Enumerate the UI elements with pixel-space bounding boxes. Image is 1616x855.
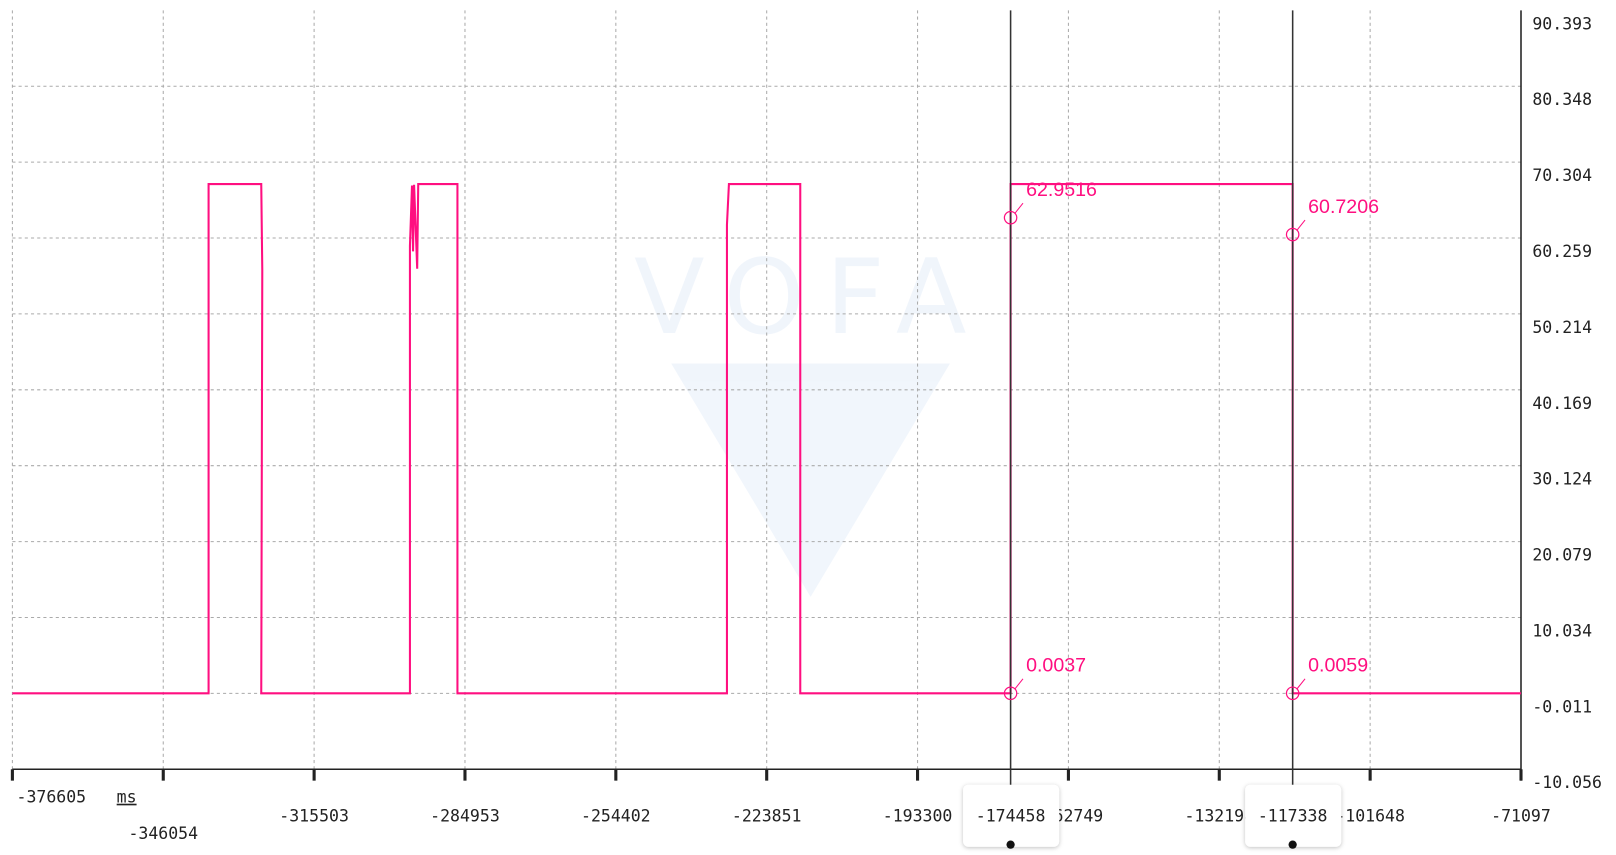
cursor-point — [1285, 227, 1300, 242]
x-tick-label: -193300 — [883, 806, 953, 825]
cursor-x-label: -117338 — [1258, 806, 1328, 825]
y-tick-label: 40.169 — [1532, 394, 1592, 413]
series-line — [12, 183, 1522, 695]
x-tick-label: -101648 — [1335, 806, 1405, 825]
cursor-readout: 62.9516 — [1026, 179, 1097, 201]
cursor-readout: 0.0037 — [1026, 655, 1086, 677]
y-tick-label: 70.304 — [1532, 166, 1592, 185]
cursor-box — [963, 784, 1060, 847]
x-tick-label: -223851 — [732, 806, 802, 825]
y-tick-label: 50.214 — [1532, 318, 1592, 337]
x-unit: ms — [117, 788, 137, 807]
x-tick-label: -346054 — [128, 824, 198, 843]
x-tick-label: -376605 — [17, 788, 87, 807]
x-tick-label: -315503 — [279, 806, 349, 825]
readout-leader — [1014, 678, 1024, 690]
plot: 90.393 80.348 70.304 60.259 50.214 40.169 30.1… — [10, 10, 1602, 849]
cursor-handle — [1288, 840, 1297, 849]
y-tick-label: -0.011 — [1532, 697, 1592, 716]
cursor-x-label: -174458 — [976, 806, 1046, 825]
readout-leader — [1296, 219, 1306, 231]
y-tick-label: 80.348 — [1532, 90, 1592, 109]
cursor-readout: 0.0059 — [1308, 655, 1368, 677]
x-tick-label: -132198 — [1184, 806, 1254, 825]
readout-leader — [1296, 678, 1306, 690]
watermark-logo — [671, 363, 950, 597]
y-tick-label: 90.393 — [1532, 14, 1592, 33]
watermark: VOFA — [634, 238, 987, 358]
cursor-point — [1003, 686, 1018, 701]
cursor-point — [1003, 210, 1018, 225]
cursor-point — [1285, 686, 1300, 701]
readout-leader — [1014, 202, 1024, 214]
y-tick-label: 30.124 — [1532, 470, 1592, 489]
y-tick-label: 20.079 — [1532, 546, 1592, 565]
cursor-box — [1245, 784, 1342, 847]
y-tick-label: 60.259 — [1532, 242, 1592, 261]
x-tick-label: -254402 — [581, 806, 651, 825]
watermark-group: VOFA — [634, 238, 987, 597]
x-tick-label: -284953 — [430, 806, 500, 825]
cursor-readout: 60.7206 — [1308, 196, 1379, 218]
cursor-handle — [1006, 840, 1015, 849]
x-tick-label: -71097 — [1491, 806, 1551, 825]
y-tick-label: -10.056 — [1532, 773, 1602, 792]
y-tick-label: 10.034 — [1532, 621, 1592, 640]
